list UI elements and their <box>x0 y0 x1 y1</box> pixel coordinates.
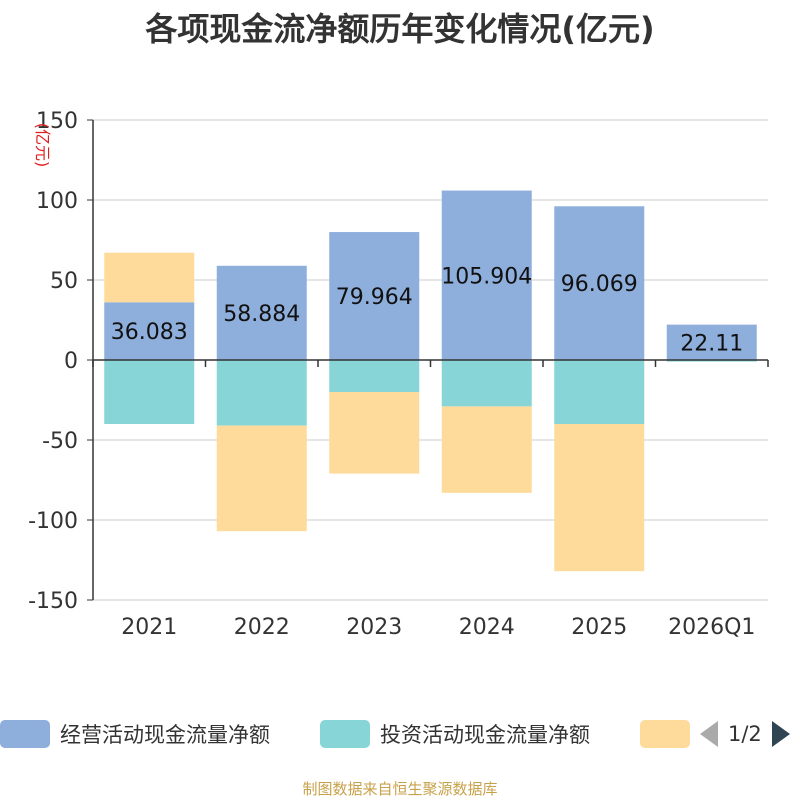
x-tick-label: 2022 <box>234 615 290 640</box>
bar-investing-2026Q1 <box>666 360 757 362</box>
x-tick-label: 2025 <box>571 615 627 640</box>
data-label-operating-2021: 36.083 <box>111 320 188 345</box>
x-tick-label: 2023 <box>346 615 402 640</box>
bar-financing-2022 <box>216 425 307 532</box>
bar-chart: 150 100 50 0 -50 -100 -150 (亿元) 36.083 58.884 79.9… <box>28 109 769 640</box>
data-label-operating-2025: 96.069 <box>561 272 638 297</box>
bar-investing-2025 <box>554 360 645 424</box>
bar-financing-2024 <box>441 406 532 493</box>
legend-page-indicator: 1/2 <box>728 722 762 746</box>
data-label-operating-2023: 79.964 <box>336 285 413 310</box>
legend-pager: 1/2 <box>700 716 790 752</box>
data-label-operating-2024: 105.904 <box>441 264 532 289</box>
x-tick-label: 2024 <box>459 615 515 640</box>
y-tick-label: -100 <box>28 509 78 534</box>
y-tick-label: 0 <box>64 349 78 374</box>
bar-investing-2021 <box>104 360 195 424</box>
legend-swatch-operating <box>0 720 50 748</box>
bar-financing-2025 <box>554 424 645 572</box>
bar-investing-2023 <box>329 360 420 392</box>
x-tick-label: 2026Q1 <box>668 615 755 640</box>
legend-item-investing[interactable]: 投资活动现金流量净额 <box>320 716 590 752</box>
legend: 经营活动现金流量净额 投资活动现金流量净额 <box>0 716 800 756</box>
bar-financing-2023 <box>329 392 420 474</box>
prev-page-icon[interactable] <box>700 721 718 747</box>
bar-financing-2021 <box>104 252 195 303</box>
legend-label-investing: 投资活动现金流量净额 <box>380 723 590 747</box>
legend-item-financing[interactable] <box>640 716 700 752</box>
bar-operating-2021 <box>104 302 195 360</box>
bar-investing-2024 <box>441 360 532 407</box>
y-tick-label: 150 <box>36 109 78 134</box>
bar-operating-2022 <box>216 265 307 360</box>
legend-swatch-investing <box>320 720 370 748</box>
next-page-icon[interactable] <box>771 721 790 747</box>
bar-operating-2023 <box>329 232 420 360</box>
legend-swatch-financing <box>640 720 690 748</box>
y-tick-label: 50 <box>50 269 78 294</box>
y-tick-label: -150 <box>28 589 78 614</box>
bar-operating-2025 <box>554 206 645 360</box>
y-tick-label: 100 <box>36 189 78 214</box>
legend-item-operating[interactable]: 经营活动现金流量净额 <box>0 716 270 752</box>
source-note: 制图数据来自恒生聚源数据库 <box>302 780 498 798</box>
legend-label-operating: 经营活动现金流量净额 <box>60 723 270 747</box>
bar-operating-2024 <box>441 190 532 360</box>
x-tick-label: 2021 <box>121 615 177 640</box>
chart-title: 各项现金流净额历年变化情况(亿元) <box>145 10 655 48</box>
bar-investing-2022 <box>216 360 307 426</box>
y-tick-label: -50 <box>42 429 78 454</box>
bar-operating-2026Q1 <box>666 324 757 360</box>
y-axis-label: (亿元) <box>33 123 52 168</box>
data-label-operating-2026Q1: 22.11 <box>680 331 743 356</box>
data-label-operating-2022: 58.884 <box>223 302 300 327</box>
